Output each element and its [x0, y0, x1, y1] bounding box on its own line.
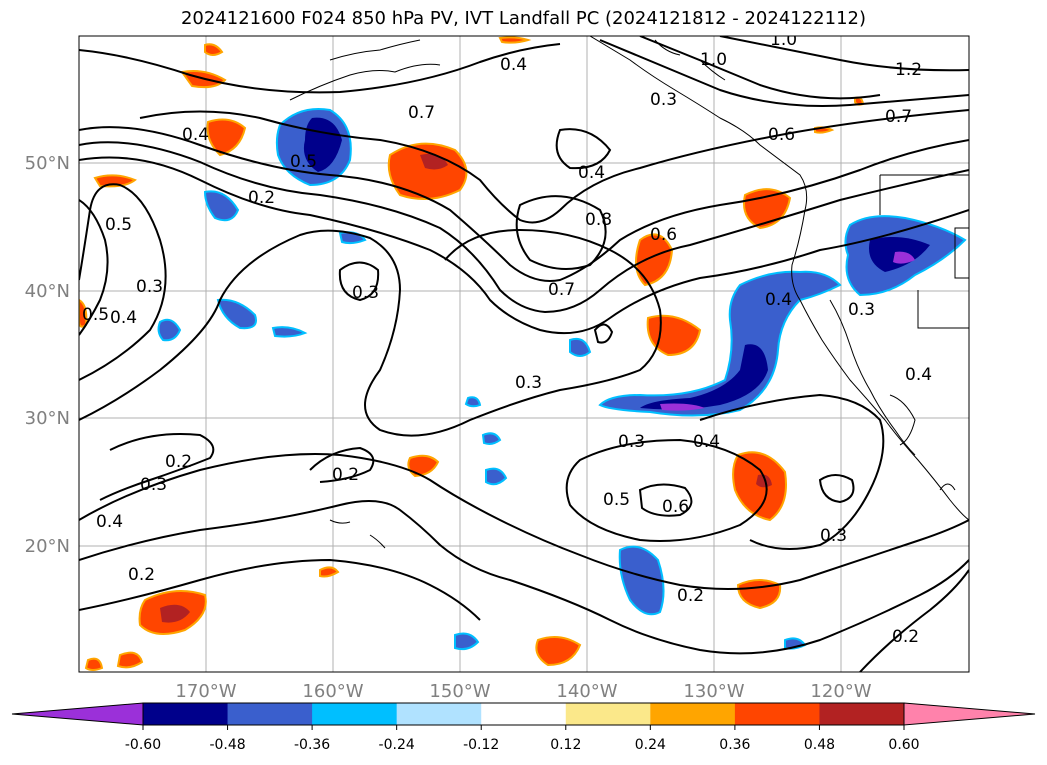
contour-label: 0.3 [848, 300, 875, 320]
colorbar-segment [565, 703, 651, 725]
colorbar-extend-min [11, 702, 144, 726]
contour-label: 0.4 [765, 290, 792, 310]
colorbar-segment [481, 703, 567, 725]
contour-label: 1.2 [895, 60, 922, 80]
colorbar-frame [142, 702, 905, 726]
colorbar-segments [143, 703, 905, 725]
contour-label: 0.2 [677, 586, 704, 606]
colorbar-tick-label: -0.48 [209, 737, 245, 753]
contour-label: 0.4 [182, 125, 209, 145]
contour-label: 0.6 [662, 497, 689, 517]
pv-fill-negative [157, 108, 967, 651]
colorbar: -0.60 -0.48 -0.36 -0.24 -0.12 0.12 0.24 0.36 0.4… [11, 702, 1036, 753]
colorbar-segment [650, 703, 736, 725]
contour-label: 0.4 [110, 308, 137, 328]
lon-label: 130°W [683, 681, 744, 702]
pv-fill-positive [79, 36, 865, 671]
contour-label: 0.3 [820, 526, 847, 546]
contour-label: 0.2 [892, 627, 919, 647]
lon-label: 160°W [302, 681, 363, 702]
contour-label: 0.2 [128, 565, 155, 585]
contour-label: 0.2 [248, 188, 275, 208]
lon-label: 140°W [556, 681, 617, 702]
contour-label: 0.5 [603, 490, 630, 510]
colorbar-tick-label: 0.12 [550, 737, 581, 753]
lat-label: 40°N [25, 281, 70, 302]
contour-label: 1.0 [700, 50, 727, 70]
contour-label: 0.3 [136, 277, 163, 297]
colorbar-tick-label: -0.12 [463, 737, 499, 753]
contour-label: 0.2 [165, 452, 192, 472]
map-frame [78, 35, 970, 673]
colorbar-tick-label: -0.24 [379, 737, 415, 753]
colorbar-tick-label: 0.24 [635, 737, 666, 753]
lat-label: 20°N [25, 536, 70, 557]
contour-label: 0.5 [290, 152, 317, 172]
contour-label: 1.0 [770, 30, 797, 50]
contour-label: 0.6 [768, 125, 795, 145]
contour-label: 0.3 [352, 283, 379, 303]
contour-label: 0.3 [515, 373, 542, 393]
contour-label: 0.3 [140, 475, 167, 495]
colorbar-tick-label: -0.36 [294, 737, 330, 753]
contour-label: 0.3 [650, 90, 677, 110]
colorbar-ticks: -0.60 -0.48 -0.36 -0.24 -0.12 0.12 0.24 0.36 0.4… [125, 725, 920, 753]
contour-labels: 0.7 0.4 0.5 0.4 0.2 0.3 0.4 0.8 0.6 0.7 … [82, 30, 932, 647]
colorbar-tick-label: 0.60 [888, 737, 919, 753]
contour-label: 0.2 [332, 465, 359, 485]
contour-label: 0.4 [693, 432, 720, 452]
lon-label: 120°W [810, 681, 871, 702]
colorbar-segment [312, 703, 398, 725]
map-title: 2024121600 F024 850 hPa PV, IVT Landfall… [180, 8, 867, 29]
colorbar-segment [734, 703, 820, 725]
axis-labels: 170°W 160°W 150°W 140°W 130°W 120°W 50°N… [25, 153, 872, 702]
colorbar-tick-label: 0.48 [804, 737, 835, 753]
colorbar-segment [396, 703, 482, 725]
contour-label: 0.4 [96, 512, 123, 532]
colorbar-segment [819, 703, 905, 725]
contour-label: 0.3 [618, 432, 645, 452]
colorbar-extend-max [903, 702, 1036, 726]
pv-contours [79, 36, 969, 672]
lon-label: 150°W [429, 681, 490, 702]
contour-label: 0.7 [885, 107, 912, 127]
contour-label: 0.4 [500, 55, 527, 75]
lat-label: 50°N [25, 153, 70, 174]
contour-label: 0.7 [548, 280, 575, 300]
colorbar-tick-label: -0.60 [125, 737, 161, 753]
colorbar-segment [143, 703, 229, 725]
contour-label: 0.6 [650, 225, 677, 245]
contour-label: 0.5 [82, 305, 109, 325]
contour-label: 0.8 [585, 210, 612, 230]
contour-label: 0.7 [408, 103, 435, 123]
contour-label: 0.4 [905, 365, 932, 385]
colorbar-segment [227, 703, 313, 725]
lon-label: 170°W [175, 681, 236, 702]
contour-label: 0.5 [105, 215, 132, 235]
lat-label: 30°N [25, 408, 70, 429]
colorbar-tick-label: 0.36 [719, 737, 750, 753]
contour-label: 0.4 [578, 163, 605, 183]
